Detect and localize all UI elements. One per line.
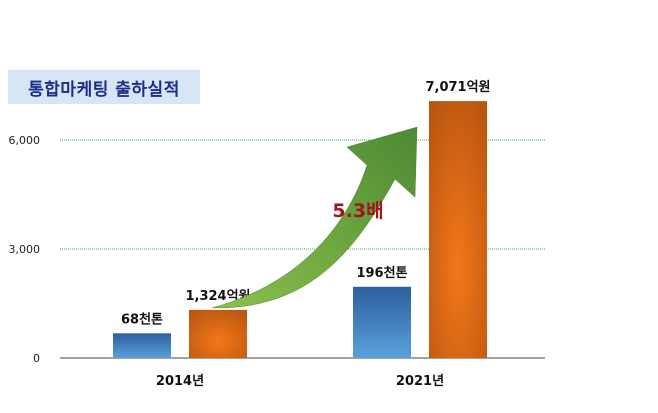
data-label: 7,071억원 xyxy=(425,80,490,95)
y-tick-label: 6,000 xyxy=(9,134,41,147)
x-tick-label: 2014년 xyxy=(156,374,204,389)
bar xyxy=(353,286,411,358)
x-tick-label: 2021년 xyxy=(396,374,444,389)
y-tick-label: 3,000 xyxy=(9,243,41,256)
y-tick-label: 0 xyxy=(33,352,40,365)
growth-arrow xyxy=(212,126,418,309)
chart-title: 통합마케팅 출하실적 xyxy=(28,79,180,100)
bar xyxy=(429,101,487,358)
data-label: 68천톤 xyxy=(121,312,163,327)
chart-title-box: 통합마케팅 출하실적 xyxy=(8,70,200,104)
bar xyxy=(189,309,247,358)
data-label: 196천톤 xyxy=(356,266,407,281)
bar xyxy=(113,333,171,358)
growth-annotation: 5.3배 xyxy=(332,200,383,222)
data-label: 1,324억원 xyxy=(185,289,250,304)
